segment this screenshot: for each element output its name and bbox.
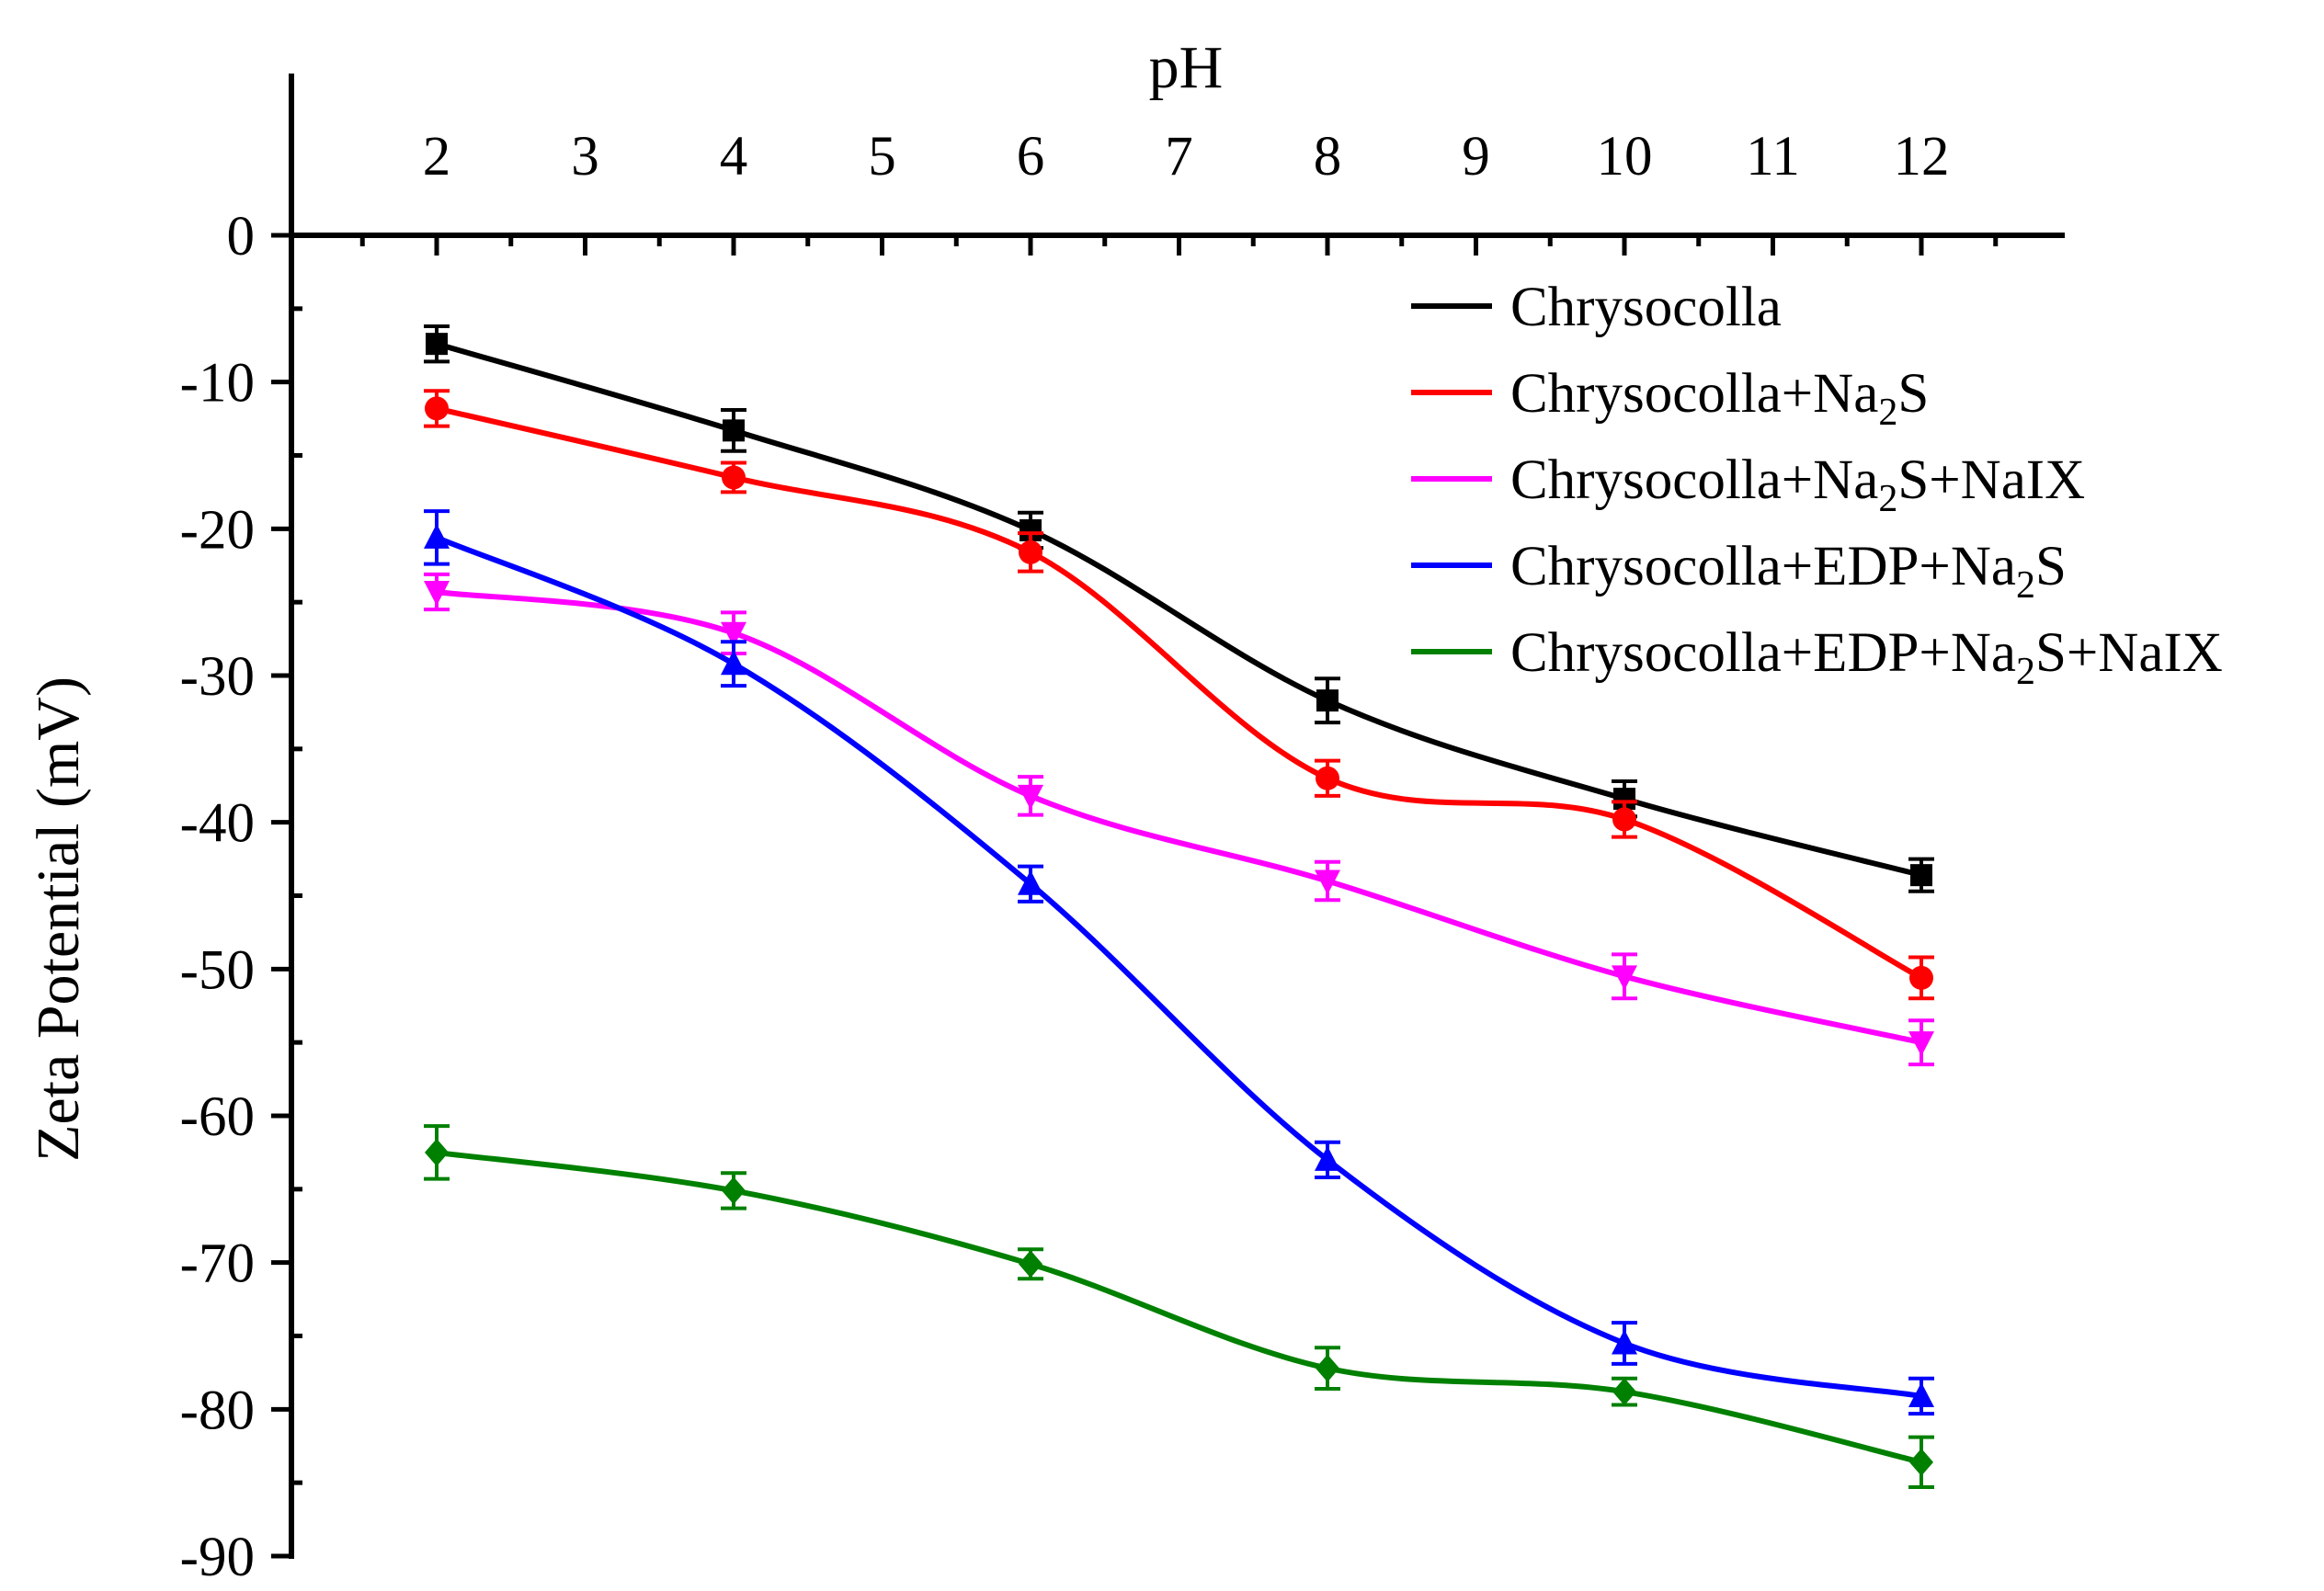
x-tick-label: 3 (571, 126, 599, 188)
data-point (723, 419, 745, 442)
x-tick-label: 5 (868, 126, 896, 188)
data-point (1316, 1354, 1339, 1382)
data-point (721, 650, 746, 676)
data-point (1315, 869, 1340, 895)
series-1 (424, 389, 1934, 1001)
data-point (1908, 1031, 1934, 1057)
series-line (436, 589, 1922, 1046)
legend-item: Chrysocolla+EDP+Na2S+NaIX (1411, 622, 2223, 693)
series-line (435, 535, 1922, 1399)
series-line (436, 1149, 1922, 1465)
x-tick-label: 7 (1165, 126, 1193, 188)
legend-label: Chrysocolla+EDP+Na2S+NaIX (1510, 622, 2223, 693)
x-tick-label: 9 (1462, 126, 1490, 188)
data-point (722, 465, 746, 490)
series-line (436, 341, 1922, 879)
data-point (1018, 869, 1043, 895)
x-tick-label: 12 (1894, 126, 1950, 188)
legend: Chrysocolla Chrysocolla+Na2S Chrysocolla+N… (1411, 277, 2223, 693)
legend-label: Chrysocolla (1510, 277, 1782, 338)
legend-item: Chrysocolla (1411, 277, 1782, 338)
data-point (1612, 965, 1637, 991)
y-tick-label: -60 (180, 1086, 255, 1148)
x-tick-label: 11 (1746, 126, 1800, 188)
y-tick-label: -80 (180, 1380, 255, 1441)
data-point (1019, 540, 1042, 564)
x-tick-label: 4 (720, 126, 748, 188)
data-point (1612, 1329, 1637, 1355)
data-point (1612, 807, 1636, 832)
data-point (1316, 766, 1339, 790)
axes: 2 3 4 5 6 7 8 9 10 11 12 0 -10 -20 -30 -40 -50 -60 -70 -80… (25, 34, 2065, 1588)
series-2 (424, 572, 1934, 1067)
data-point (1910, 864, 1932, 887)
x-axis-title: pH (1149, 34, 1224, 101)
data-point (1612, 1378, 1636, 1406)
plot-area (424, 324, 1934, 1489)
data-point (425, 1138, 449, 1166)
x-axis-ticks: 2 3 4 5 6 7 8 9 10 11 12 (359, 126, 1999, 256)
x-tick-label: 2 (423, 126, 451, 188)
data-point (1019, 1250, 1042, 1278)
y-tick-label: -20 (180, 499, 255, 561)
legend-item: Chrysocolla+Na2S+NaIX (1411, 449, 2085, 520)
legend-label: Chrysocolla+EDP+Na2S (1510, 536, 2067, 607)
x-tick-label: 10 (1597, 126, 1653, 188)
y-tick-label: -70 (180, 1233, 255, 1295)
data-point (1908, 1381, 1934, 1407)
y-tick-label: -90 (180, 1527, 255, 1588)
legend-item: Chrysocolla+Na2S (1411, 363, 1929, 434)
y-tick-label: -50 (180, 939, 255, 1001)
legend-item: Chrysocolla+EDP+Na2S (1411, 536, 2067, 607)
data-point (722, 1176, 746, 1205)
data-point (1316, 689, 1339, 712)
data-point (1018, 784, 1043, 810)
x-tick-label: 8 (1314, 126, 1342, 188)
series-4 (424, 1124, 1934, 1489)
data-point (1909, 965, 1933, 990)
y-tick-label: -40 (180, 793, 255, 855)
data-point (1909, 1448, 1933, 1476)
data-point (425, 396, 449, 421)
data-point (426, 333, 448, 356)
series-3 (424, 509, 1934, 1416)
legend-label: Chrysocolla+Na2S (1510, 363, 1929, 434)
data-point (721, 621, 746, 647)
y-tick-label: -30 (180, 646, 255, 708)
data-point (424, 523, 450, 549)
data-point (1315, 1145, 1340, 1171)
data-point (424, 580, 450, 606)
y-axis-title: Zeta Potential (mV) (25, 676, 92, 1162)
series-line (436, 405, 1923, 981)
x-tick-label: 6 (1017, 126, 1045, 188)
y-axis-ticks: 0 -10 -20 -30 -40 -50 -60 -70 -80 -90 (180, 206, 302, 1588)
y-tick-label: 0 (227, 206, 256, 267)
y-tick-label: -10 (180, 353, 255, 415)
legend-label: Chrysocolla+Na2S+NaIX (1510, 449, 2085, 520)
